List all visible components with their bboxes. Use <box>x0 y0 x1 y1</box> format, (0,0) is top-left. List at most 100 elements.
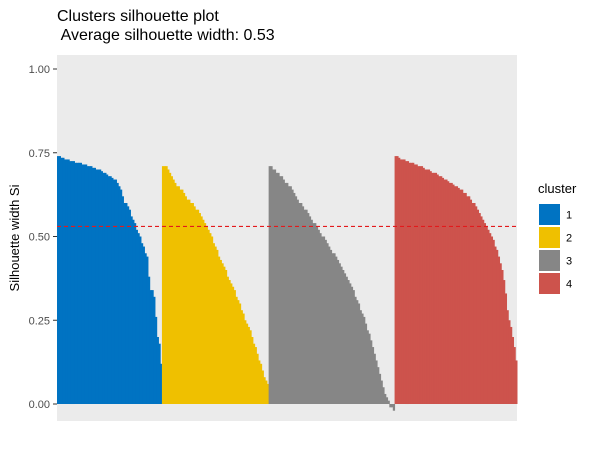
bar-cluster-2-48 <box>244 320 247 404</box>
bar-cluster-1-11 <box>74 162 77 404</box>
bar-cluster-2-61 <box>266 383 270 404</box>
bar-cluster-4-14 <box>417 166 420 404</box>
bar-cluster-1-8 <box>69 161 72 405</box>
bar-cluster-3-68 <box>385 397 389 404</box>
bar-cluster-1-44 <box>132 219 135 404</box>
bar-cluster-4-34 <box>452 184 455 404</box>
bar-cluster-3-20 <box>301 206 305 404</box>
bar-cluster-3-37 <box>331 253 334 404</box>
bar-cluster-2-56 <box>258 360 261 404</box>
bar-cluster-3-72 <box>392 404 396 411</box>
bar-cluster-4-36 <box>455 186 459 404</box>
bar-cluster-3-36 <box>329 249 333 404</box>
bar-cluster-4-50 <box>480 216 483 404</box>
bar-cluster-4-27 <box>440 176 443 404</box>
bar-cluster-2-59 <box>263 377 266 404</box>
bar-cluster-1-5 <box>64 159 67 404</box>
bar-cluster-3-24 <box>308 216 312 404</box>
bar-cluster-4-57 <box>492 239 495 404</box>
bar-cluster-3-48 <box>350 286 354 404</box>
bar-cluster-4-15 <box>419 166 422 404</box>
bar-cluster-3-4 <box>273 169 277 404</box>
bar-cluster-1-3 <box>60 157 63 404</box>
bar-cluster-2-6 <box>170 176 173 404</box>
bar-cluster-4-26 <box>438 176 441 404</box>
bar-cluster-2-35 <box>221 263 224 404</box>
bars-layer <box>57 156 518 411</box>
bar-cluster-3-22 <box>305 209 308 404</box>
bar-cluster-1-39 <box>123 203 126 404</box>
bar-cluster-4-65 <box>506 310 509 404</box>
bar-cluster-4-12 <box>413 164 417 404</box>
bar-cluster-4-52 <box>483 223 487 404</box>
bar-cluster-1-21 <box>91 167 95 404</box>
bar-cluster-1-35 <box>116 182 119 404</box>
bar-cluster-1-58 <box>156 337 159 404</box>
bar-cluster-2-29 <box>210 236 214 404</box>
bar-cluster-4-2 <box>396 156 399 404</box>
bar-cluster-1-40 <box>125 203 128 404</box>
bar-cluster-3-66 <box>382 387 385 404</box>
bar-cluster-1-7 <box>67 159 70 404</box>
bar-cluster-2-51 <box>249 330 252 404</box>
bar-cluster-4-10 <box>410 162 413 404</box>
bar-cluster-3-8 <box>280 176 284 404</box>
bar-cluster-3-71 <box>391 404 394 408</box>
bar-cluster-3-27 <box>314 223 317 404</box>
bar-cluster-1-32 <box>111 177 114 404</box>
bar-cluster-4-18 <box>424 169 427 404</box>
bar-cluster-1-57 <box>154 316 158 404</box>
bar-cluster-3-55 <box>363 316 366 404</box>
y-tick-label: 0.00 <box>29 399 50 411</box>
bar-cluster-2-58 <box>261 370 264 404</box>
bar-cluster-3-28 <box>315 226 319 404</box>
bar-cluster-3-31 <box>321 236 324 404</box>
bar-cluster-1-16 <box>83 164 86 404</box>
bar-cluster-1-9 <box>70 161 74 405</box>
bar-cluster-4-5 <box>401 159 404 404</box>
bar-cluster-3-14 <box>291 189 294 404</box>
bar-cluster-1-6 <box>65 159 68 404</box>
bar-cluster-2-9 <box>175 186 179 404</box>
bar-cluster-3-26 <box>312 223 315 404</box>
bar-cluster-4-19 <box>426 169 429 404</box>
bar-cluster-4-61 <box>499 263 502 404</box>
bar-cluster-1-13 <box>77 162 81 404</box>
bar-cluster-3-2 <box>270 166 273 404</box>
bar-cluster-4-8 <box>406 161 410 405</box>
bar-cluster-1-19 <box>88 166 91 404</box>
bar-cluster-3-9 <box>282 179 285 404</box>
bar-cluster-2-38 <box>226 276 229 404</box>
y-axis: 0.00 0.25 0.50 0.75 1.00 <box>29 64 57 411</box>
bar-cluster-3-65 <box>380 380 383 404</box>
bar-cluster-1-30 <box>107 176 110 404</box>
bar-cluster-1-37 <box>119 189 123 404</box>
bar-cluster-1-14 <box>79 162 82 404</box>
bar-cluster-1-53 <box>147 276 151 404</box>
bar-cluster-3-13 <box>289 186 292 404</box>
bar-cluster-4-30 <box>445 179 448 404</box>
bar-cluster-2-19 <box>193 206 196 404</box>
bar-cluster-3-30 <box>319 233 322 404</box>
bar-cluster-4-54 <box>487 229 490 404</box>
y-tick-label: 0.25 <box>29 315 50 327</box>
bar-cluster-2-26 <box>205 226 208 404</box>
bar-cluster-2-60 <box>265 380 268 404</box>
bar-cluster-1-33 <box>112 179 116 404</box>
bar-cluster-3-50 <box>354 296 357 404</box>
bar-cluster-3-10 <box>284 182 287 404</box>
bar-cluster-4-63 <box>503 280 506 404</box>
bar-cluster-1-56 <box>153 296 156 404</box>
bar-cluster-2-22 <box>198 213 201 404</box>
bar-cluster-3-69 <box>387 400 390 404</box>
y-tick-label: 0.75 <box>29 148 50 160</box>
bar-cluster-1-38 <box>121 196 124 404</box>
bar-cluster-1-34 <box>114 179 117 404</box>
legend-key-1 <box>539 204 560 225</box>
bar-cluster-3-5 <box>275 172 278 404</box>
bar-cluster-3-38 <box>333 253 336 404</box>
bar-cluster-2-27 <box>207 229 210 404</box>
bar-cluster-3-1 <box>268 166 271 404</box>
bar-cluster-4-4 <box>399 159 403 404</box>
